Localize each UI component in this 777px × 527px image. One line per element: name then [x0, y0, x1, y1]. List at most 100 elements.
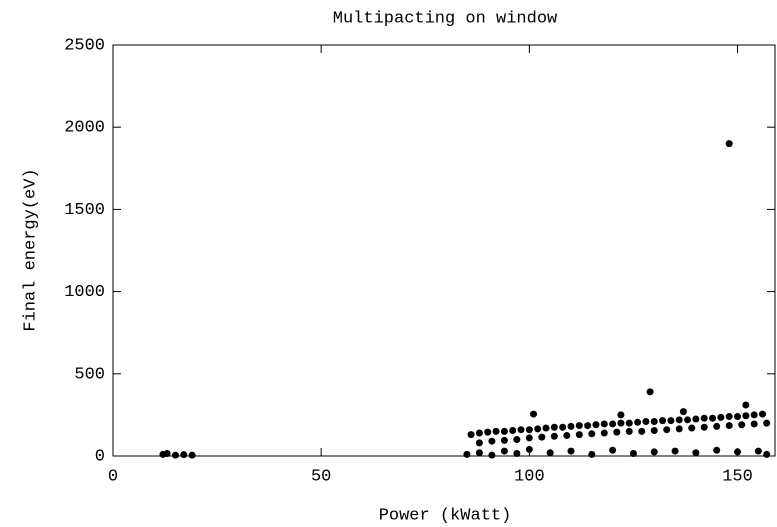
point [492, 427, 500, 435]
point [513, 450, 521, 458]
point [488, 451, 496, 459]
point [575, 422, 583, 430]
point [609, 420, 617, 428]
point [738, 421, 746, 429]
point [575, 431, 583, 439]
point [534, 425, 542, 433]
point [546, 449, 554, 457]
point [188, 451, 196, 459]
point [609, 446, 617, 454]
y-tick-label: 0 [95, 447, 105, 466]
point [709, 414, 717, 422]
point [525, 426, 533, 434]
point [467, 431, 475, 439]
point [163, 450, 171, 458]
point [613, 428, 621, 436]
point [750, 411, 758, 419]
point [517, 426, 525, 434]
point [642, 417, 650, 425]
point [646, 388, 654, 396]
point [542, 424, 550, 432]
point [550, 432, 558, 440]
point [500, 436, 508, 444]
point [567, 422, 575, 430]
point [475, 439, 483, 447]
x-tick-label: 50 [311, 467, 331, 486]
point [679, 408, 687, 416]
point [475, 449, 483, 457]
y-axis-label: Final energy(eV) [21, 168, 40, 331]
point [530, 410, 538, 418]
point [475, 429, 483, 437]
point [617, 419, 625, 427]
point [713, 446, 721, 454]
point [750, 420, 758, 428]
point [754, 447, 762, 455]
point [759, 410, 767, 418]
point [500, 427, 508, 435]
point [692, 449, 700, 457]
point [742, 401, 750, 409]
point [734, 448, 742, 456]
point [634, 418, 642, 426]
point [538, 433, 546, 441]
y-tick-label: 1500 [64, 201, 105, 220]
point [584, 422, 592, 430]
point [550, 423, 558, 431]
x-tick-label: 0 [108, 467, 118, 486]
point [684, 416, 692, 424]
point [625, 419, 633, 427]
point [513, 436, 521, 444]
point [650, 427, 658, 435]
point [650, 448, 658, 456]
point [617, 411, 625, 419]
point [567, 447, 575, 455]
point [650, 417, 658, 425]
point [525, 434, 533, 442]
point [742, 412, 750, 420]
point [484, 428, 492, 436]
point [671, 447, 679, 455]
point [717, 413, 725, 421]
point [725, 422, 733, 430]
point [563, 431, 571, 439]
plot-frame [112, 44, 776, 457]
point [629, 450, 637, 458]
point [659, 417, 667, 425]
point [171, 451, 179, 459]
point [692, 415, 700, 423]
y-tick-label: 2000 [64, 119, 105, 138]
x-tick-label: 100 [514, 467, 545, 486]
point [600, 420, 608, 428]
point [559, 423, 567, 431]
point [638, 427, 646, 435]
x-tick-label: 150 [722, 467, 753, 486]
point [675, 425, 683, 433]
point [180, 451, 188, 459]
point [700, 414, 708, 422]
y-tick-label: 500 [74, 365, 105, 384]
x-axis-label: Power (kWatt) [379, 506, 512, 525]
point [525, 445, 533, 453]
point [600, 429, 608, 437]
point [713, 422, 721, 430]
point [667, 417, 675, 425]
point [725, 140, 733, 148]
point [588, 450, 596, 458]
point [592, 421, 600, 429]
point [663, 426, 671, 434]
point [763, 419, 771, 427]
point [509, 427, 517, 435]
point [688, 424, 696, 432]
chart-title: Multipacting on window [333, 9, 558, 28]
point [734, 413, 742, 421]
point [725, 413, 733, 421]
point [488, 437, 496, 445]
point [675, 416, 683, 424]
y-tick-label: 2500 [64, 36, 105, 55]
point [763, 450, 771, 458]
y-tick-label: 1000 [64, 283, 105, 302]
point [463, 450, 471, 458]
point [500, 447, 508, 455]
